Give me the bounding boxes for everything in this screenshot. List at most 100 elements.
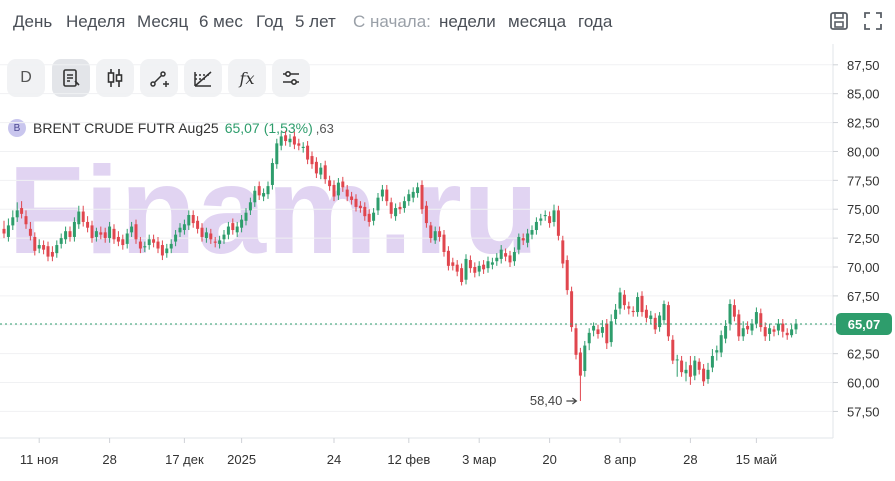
candle-body (495, 257, 499, 262)
candle-body (526, 233, 530, 243)
candle-body (160, 245, 164, 256)
y-tick-label: 87,50 (847, 58, 880, 73)
y-tick-label: 75,00 (847, 202, 880, 217)
candle-body (486, 261, 490, 269)
candle-body (152, 239, 156, 243)
candle-body (90, 225, 94, 239)
candle-body (345, 189, 349, 197)
candle-body (253, 190, 257, 203)
y-tick-label: 62,50 (847, 347, 880, 362)
candle-body (675, 359, 679, 361)
candle-body (719, 335, 723, 353)
candle-body (11, 217, 15, 226)
candle-body (77, 211, 81, 225)
candle-body (521, 238, 525, 241)
candle-body (768, 328, 772, 335)
candles-button[interactable] (96, 59, 134, 97)
candle-body (565, 260, 569, 291)
candle-body (323, 165, 327, 180)
candle-body (402, 201, 406, 209)
candle-body (680, 360, 684, 373)
candle-body (182, 224, 186, 231)
candle-body (244, 212, 248, 221)
interval-label: D (20, 69, 32, 86)
chart-grid (0, 64, 833, 412)
candle-body (684, 369, 688, 374)
report-icon (63, 69, 80, 87)
candle-body (64, 231, 68, 240)
candle-body (50, 251, 54, 257)
y-tick-label: 60,00 (847, 376, 880, 391)
candle-body (169, 243, 173, 249)
candle-body (482, 264, 486, 270)
since-week[interactable]: недели (439, 12, 496, 31)
candle-body (20, 208, 24, 214)
fibonacci-button[interactable] (184, 59, 222, 97)
candle-body (279, 136, 283, 146)
candle-body (191, 215, 195, 224)
candle-body (662, 303, 666, 321)
candle-body (314, 161, 318, 174)
candle-body (398, 206, 402, 210)
candle-body (512, 251, 516, 262)
period-6-months[interactable]: 6 мес (199, 12, 243, 31)
line-draw-button[interactable] (140, 59, 178, 97)
candle-body (570, 291, 574, 328)
candle-body (394, 208, 398, 217)
candle-body (548, 216, 552, 224)
period-year[interactable]: Год (256, 12, 284, 31)
x-tick-label: 3 мар (462, 452, 496, 467)
x-tick-label: 24 (327, 452, 341, 467)
fullscreen-icon[interactable] (860, 8, 886, 34)
y-tick-label: 82,50 (847, 116, 880, 131)
candle-body (706, 369, 710, 380)
save-icon[interactable] (826, 8, 852, 34)
period-month[interactable]: Месяц (137, 12, 189, 31)
candle-body (240, 219, 244, 228)
candle-body (640, 295, 644, 313)
x-tick-label: 28 (102, 452, 116, 467)
function-button[interactable]: fx (228, 59, 266, 97)
period-day[interactable]: День (13, 12, 53, 31)
interval-button[interactable]: D (7, 59, 45, 97)
function-icon: fx (239, 68, 255, 88)
candle-body (292, 136, 296, 145)
candle-body (666, 305, 670, 337)
x-axis: 11 ноя 28 17 дек 2025 24 12 фев 3 мар 20 8 апр 28… (20, 438, 777, 467)
candle-body (125, 233, 129, 244)
candle-body (213, 241, 217, 243)
candle-body (609, 321, 613, 343)
candle-body (614, 309, 618, 319)
candle-body (138, 241, 142, 249)
candle-body (284, 135, 288, 142)
period-week[interactable]: Неделя (66, 12, 126, 31)
legend-extra: ,63 (315, 120, 334, 136)
candle-body (600, 327, 604, 333)
since-month[interactable]: месяца (508, 12, 567, 31)
candle-body (112, 228, 116, 240)
candle-body (301, 146, 305, 148)
since-label: С начала: (353, 12, 431, 31)
candle-body (438, 231, 442, 237)
candle-body (306, 145, 310, 160)
candle-body (737, 314, 741, 337)
candle-body (231, 223, 235, 231)
candle-body (697, 361, 701, 370)
report-button[interactable] (52, 59, 90, 97)
x-tick-label: 15 май (736, 452, 778, 467)
period-5-years[interactable]: 5 лет (295, 12, 336, 31)
current-price-label: 65,07 (848, 317, 881, 332)
candle-body (2, 228, 6, 234)
candle-body (592, 325, 596, 331)
instrument-name: BRENT CRUDE FUTR Aug25 (33, 120, 219, 136)
x-tick-label: 8 апр (604, 452, 636, 467)
candlestick-chart[interactable]: 87,50 85,00 82,50 80,00 77,50 75,00 72,50 70,00… (0, 44, 895, 481)
candle-body (715, 350, 719, 353)
candle-body (451, 262, 455, 266)
settings-button[interactable] (272, 59, 310, 97)
candle-body (6, 225, 10, 237)
candle-body (68, 231, 72, 237)
x-tick-label: 11 ноя (20, 452, 59, 467)
since-year[interactable]: года (578, 12, 613, 31)
candle-body (759, 313, 763, 328)
